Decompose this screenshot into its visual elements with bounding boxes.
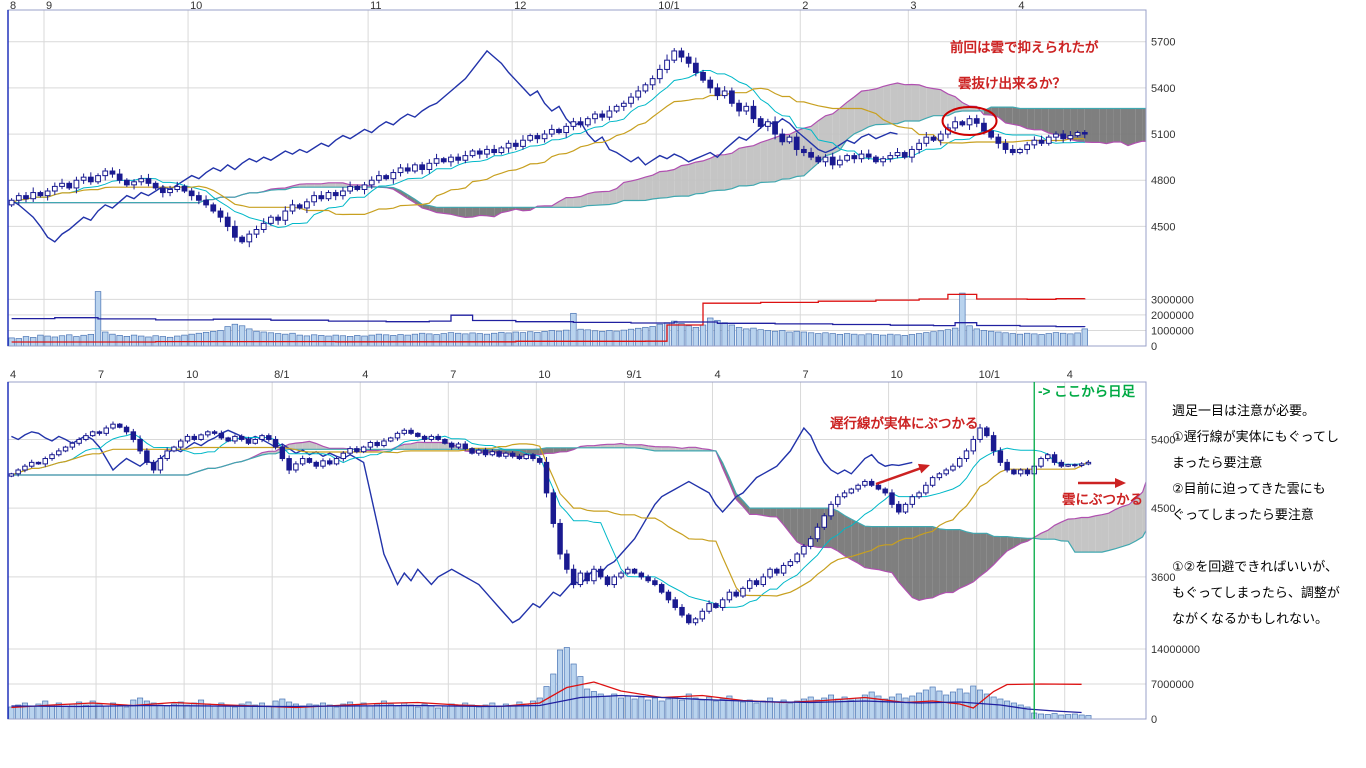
note-line: もぐってしまったら、調整が	[1172, 585, 1340, 600]
svg-text:3600: 3600	[1151, 572, 1175, 584]
svg-text:5400: 5400	[1151, 434, 1175, 446]
svg-text:8: 8	[10, 0, 16, 12]
svg-text:10/1: 10/1	[658, 0, 679, 12]
svg-text:-> ここから日足: -> ここから日足	[1038, 384, 1136, 399]
svg-text:5400: 5400	[1151, 83, 1175, 95]
svg-text:12: 12	[514, 0, 526, 12]
axis-labels: 8 9 10 11 12 10/1 2 3 4 5700 5400 5100 4800 4500 30000…	[10, 0, 1194, 353]
svg-text:7: 7	[98, 369, 104, 381]
note-line	[1172, 528, 1340, 554]
svg-text:3: 3	[910, 0, 916, 12]
svg-text:8/1: 8/1	[274, 369, 289, 381]
svg-text:7: 7	[803, 369, 809, 381]
svg-text:4: 4	[714, 369, 720, 381]
svg-text:10/1: 10/1	[979, 369, 1000, 381]
svg-text:7000000: 7000000	[1151, 679, 1194, 691]
svg-text:前回は雲で抑えられたが: 前回は雲で抑えられたが	[950, 39, 1099, 55]
note-line: ながくなるかもしれない。	[1172, 611, 1329, 626]
svg-text:3000000: 3000000	[1151, 294, 1194, 306]
svg-text:4: 4	[1067, 369, 1073, 381]
svg-text:0: 0	[1151, 341, 1157, 353]
weekly-ichimoku-chart: 4 7 10 8/1 4 7 10 9/1 4 7 10 10/1 4 5400 4500 3600 14000…	[7, 369, 1200, 726]
svg-text:10: 10	[538, 369, 550, 381]
svg-text:9: 9	[46, 0, 52, 12]
svg-text:2000000: 2000000	[1151, 310, 1194, 322]
svg-text:2: 2	[802, 0, 808, 12]
svg-text:1000000: 1000000	[1151, 325, 1194, 337]
ichimoku-cloud	[11, 440, 1146, 602]
svg-text:雲にぶつかる: 雲にぶつかる	[1062, 492, 1143, 507]
notes-panel: 週足一目は注意が必要。 ①遅行線が実体にもぐってし まったら要注意 ②目前に迫っ…	[1172, 398, 1340, 632]
ichimoku-lines	[11, 49, 1085, 243]
note-line: まったら要注意	[1172, 455, 1263, 470]
candles	[8, 421, 1092, 626]
volume-bars	[8, 291, 1088, 346]
svg-text:10: 10	[186, 369, 198, 381]
svg-text:雲抜け出来るか？: 雲抜け出来るか？	[958, 75, 1066, 91]
svg-text:0: 0	[1151, 714, 1157, 726]
svg-text:4500: 4500	[1151, 503, 1175, 515]
svg-text:11: 11	[370, 0, 381, 12]
svg-text:遅行線が実体にぶつかる: 遅行線が実体にぶつかる	[830, 415, 979, 431]
note-line: ①②を回避できればいいが、	[1172, 559, 1339, 574]
svg-text:9/1: 9/1	[626, 369, 641, 381]
svg-text:4: 4	[362, 369, 368, 381]
note-line: ぐってしまったら要注意	[1172, 507, 1314, 522]
svg-text:4800: 4800	[1151, 175, 1175, 187]
svg-text:7: 7	[450, 369, 456, 381]
note-line: ①遅行線が実体にもぐってし	[1172, 429, 1340, 444]
daily-ichimoku-chart: 8 9 10 11 12 10/1 2 3 4 5700 5400 5100 4800 4500 30000…	[7, 0, 1194, 353]
svg-text:14000000: 14000000	[1151, 644, 1200, 656]
svg-text:5100: 5100	[1151, 129, 1175, 141]
svg-text:5700: 5700	[1151, 37, 1175, 49]
ichimoku-cloud	[11, 82, 1146, 219]
axis-labels: 4 7 10 8/1 4 7 10 9/1 4 7 10 10/1 4 5400 4500 3600 14000…	[10, 369, 1200, 726]
ichimoku-lines	[11, 426, 1089, 624]
svg-text:4500: 4500	[1151, 221, 1175, 233]
note-line: 週足一目は注意が必要。	[1172, 403, 1316, 418]
svg-text:10: 10	[891, 369, 903, 381]
candles	[8, 47, 1088, 248]
volume-bars	[8, 647, 1092, 719]
svg-text:4: 4	[1018, 0, 1024, 12]
grid	[7, 10, 1146, 347]
svg-text:10: 10	[190, 0, 202, 12]
svg-text:4: 4	[10, 369, 16, 381]
note-line: ②目前に迫ってきた雲にも	[1172, 481, 1326, 496]
